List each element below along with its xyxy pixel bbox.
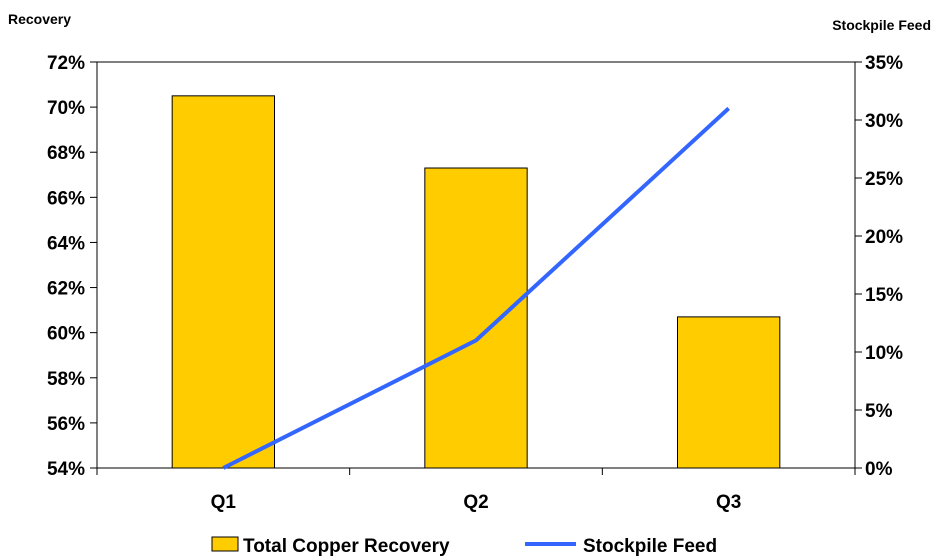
legend-label-recovery: Total Copper Recovery [243, 536, 450, 557]
left-tick-label: 70% [47, 98, 85, 119]
right-axis: 0% 5% 10% 15% 20% 25% 30% 35% [855, 53, 903, 480]
right-tick-label: 10% [865, 343, 903, 364]
left-tick-label: 68% [47, 143, 85, 164]
right-tick-label: 25% [865, 169, 903, 190]
left-tick-label: 66% [47, 188, 85, 209]
right-tick-label: 35% [865, 53, 903, 74]
right-tick-label: 15% [865, 285, 903, 306]
bar-series [171, 95, 781, 469]
category-label-q1: Q1 [211, 492, 237, 513]
bar-q1 [171, 95, 275, 469]
legend-label-stockpile: Stockpile Feed [583, 536, 717, 557]
left-tick-label: 62% [47, 279, 85, 300]
right-tick-label: 20% [865, 227, 903, 248]
legend: Total Copper Recovery Stockpile Feed [211, 536, 717, 557]
right-axis-title: Stockpile Feed [832, 17, 931, 33]
left-tick-label: 54% [47, 459, 85, 480]
left-axis-title: Recovery [8, 11, 71, 27]
right-tick-label: 30% [865, 111, 903, 132]
left-axis: 54% 56% 58% 60% 62% 64% 66% 68% 70% 72% [47, 53, 97, 480]
legend-swatch-recovery [211, 536, 239, 552]
left-tick-label: 58% [47, 369, 85, 390]
bar-q2 [424, 167, 528, 469]
right-tick-label: 5% [865, 401, 893, 422]
x-axis: Q1 Q2 Q3 [96, 468, 856, 513]
category-label-q3: Q3 [716, 492, 741, 513]
right-tick-label: 0% [865, 459, 893, 480]
line-series [222, 106, 731, 470]
bar-q3 [677, 316, 781, 469]
left-tick-label: 56% [47, 414, 85, 435]
left-tick-label: 60% [47, 324, 85, 345]
category-label-q2: Q2 [463, 492, 488, 513]
left-tick-label: 72% [47, 53, 85, 74]
left-tick-label: 64% [47, 233, 85, 254]
